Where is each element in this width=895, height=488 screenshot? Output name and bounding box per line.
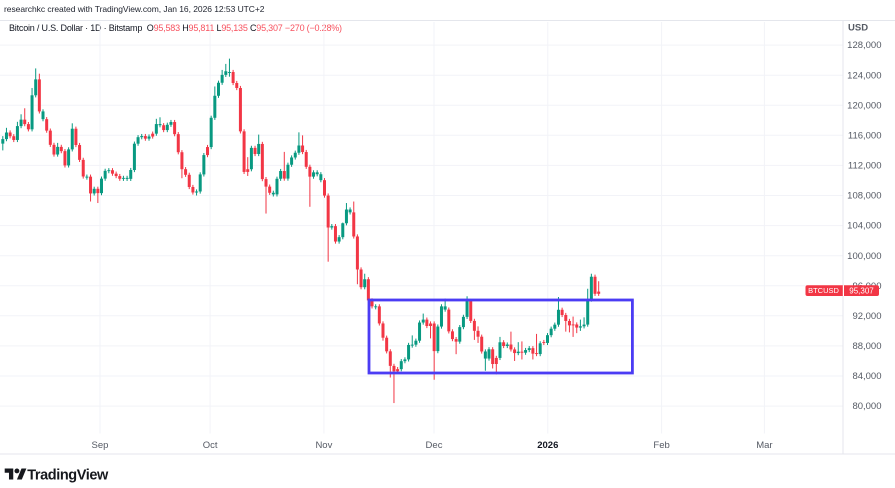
svg-text:88,000: 88,000 bbox=[852, 341, 881, 352]
svg-text:Feb: Feb bbox=[653, 440, 669, 451]
svg-text:2026: 2026 bbox=[537, 440, 558, 451]
svg-text:BTCUSD: BTCUSD bbox=[808, 286, 839, 295]
svg-text:92,000: 92,000 bbox=[852, 311, 881, 322]
svg-text:TradingView: TradingView bbox=[27, 467, 109, 483]
svg-text:95,307: 95,307 bbox=[849, 286, 874, 295]
svg-text:80,000: 80,000 bbox=[852, 401, 881, 412]
svg-text:128,000: 128,000 bbox=[847, 40, 881, 51]
svg-text:100,000: 100,000 bbox=[847, 251, 881, 262]
svg-text:Dec: Dec bbox=[426, 440, 443, 451]
svg-text:Nov: Nov bbox=[315, 440, 332, 451]
svg-text:116,000: 116,000 bbox=[848, 130, 882, 141]
svg-text:124,000: 124,000 bbox=[847, 70, 881, 81]
svg-text:112,000: 112,000 bbox=[848, 161, 882, 172]
svg-text:Sep: Sep bbox=[92, 440, 109, 451]
svg-text:Oct: Oct bbox=[203, 440, 218, 451]
svg-text:108,000: 108,000 bbox=[847, 191, 881, 202]
svg-text:USD: USD bbox=[848, 23, 868, 34]
svg-text:120,000: 120,000 bbox=[847, 100, 881, 111]
svg-text:Mar: Mar bbox=[756, 440, 772, 451]
svg-text:104,000: 104,000 bbox=[847, 221, 881, 232]
svg-text:84,000: 84,000 bbox=[852, 371, 881, 382]
